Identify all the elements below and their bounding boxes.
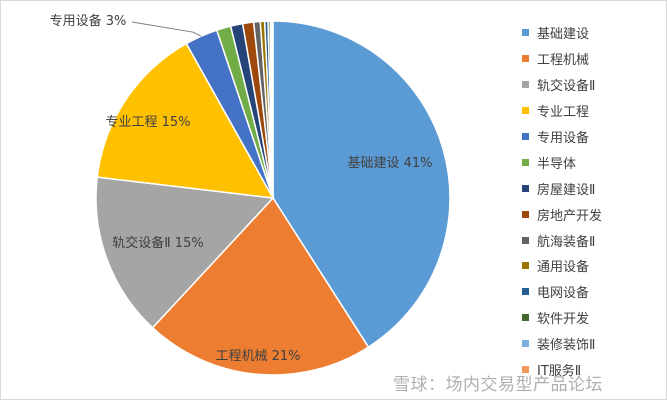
- legend: 基础建设工程机械轨交设备Ⅱ 专业工程专用设备半导体房屋建设Ⅱ 房地产开发航海装备Ⅱ 通…: [522, 20, 662, 382]
- pie-data-label-3: 专业工程 15%: [105, 115, 190, 130]
- legend-item-3: 专业工程: [522, 98, 662, 124]
- legend-label: 通用设备: [537, 260, 590, 276]
- legend-item-4: 专用设备: [522, 124, 662, 150]
- pie-data-label-4: 专用设备 3%: [50, 13, 127, 29]
- legend-swatch: [522, 29, 529, 37]
- legend-swatch: [522, 366, 529, 374]
- legend-swatch: [522, 262, 529, 270]
- legend-item-8: 航海装备Ⅱ: [522, 227, 662, 253]
- pie-slice-0: [272, 20, 451, 349]
- pie-data-label-2: 轨交设备Ⅱ 15%: [112, 235, 203, 251]
- legend-label: 电网设备: [537, 286, 590, 302]
- legend-label: 专业工程: [537, 105, 590, 121]
- legend-label: 半导体: [537, 156, 577, 172]
- pie-slice-13: [271, 20, 274, 199]
- legend-item-9: 通用设备: [522, 253, 662, 279]
- legend-item-2: 轨交设备Ⅱ: [522, 72, 662, 98]
- legend-swatch: [522, 184, 529, 192]
- legend-item-6: 房屋建设Ⅱ: [522, 175, 662, 201]
- pie-data-label-1: 工程机械 21%: [215, 349, 300, 364]
- legend-item-5: 半导体: [522, 149, 662, 175]
- legend-label: 轨交设备Ⅱ: [537, 79, 596, 95]
- legend-label: IT服务Ⅱ: [537, 364, 582, 380]
- legend-swatch: [522, 314, 529, 322]
- legend-item-13: IT服务Ⅱ: [522, 357, 662, 383]
- legend-swatch: [522, 81, 529, 89]
- legend-swatch: [522, 158, 529, 166]
- legend-label: 房屋建设Ⅱ: [537, 182, 596, 198]
- legend-label: 装修装饰Ⅱ: [537, 338, 596, 354]
- pie-labels: 基础建设 41% 工程机械 21% 轨交设备Ⅱ 15% 专业工程 15% 专用设备 3%: [50, 13, 433, 364]
- legend-label: 航海装备Ⅱ: [537, 234, 596, 250]
- pie-slice-3: [96, 42, 275, 199]
- pie-slice-2: [95, 176, 275, 329]
- legend-item-10: 电网设备: [522, 279, 662, 305]
- legend-swatch: [522, 340, 529, 348]
- legend-item-11: 软件开发: [522, 305, 662, 331]
- legend-label: 专用设备: [537, 131, 590, 146]
- legend-swatch: [522, 55, 529, 63]
- legend-swatch: [522, 107, 529, 115]
- legend-swatch: [522, 210, 529, 218]
- legend-label: 房地产开发: [537, 208, 603, 224]
- legend-item-0: 基础建设: [522, 20, 662, 46]
- watermark: 雪球：场内交易型产品论坛: [393, 375, 603, 395]
- legend-item-7: 房地产开发: [522, 201, 662, 227]
- legend-swatch: [522, 133, 529, 140]
- pie-slices: [95, 20, 451, 376]
- legend-label: 基础建设: [537, 27, 590, 43]
- legend-label: 软件开发: [537, 312, 590, 328]
- legend-item-1: 工程机械: [522, 46, 662, 72]
- legend-swatch: [522, 288, 529, 296]
- legend-label: 工程机械: [537, 53, 590, 69]
- legend-item-12: 装修装饰Ⅱ: [522, 331, 662, 357]
- leader-line: [131, 21, 202, 37]
- legend-swatch: [522, 236, 529, 244]
- pie-slice-1: [151, 196, 370, 376]
- pie-data-label-0: 基础建设 41%: [347, 156, 432, 171]
